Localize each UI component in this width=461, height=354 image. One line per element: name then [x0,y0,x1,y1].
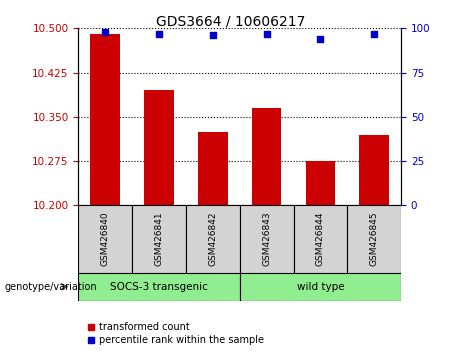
Text: GSM426841: GSM426841 [154,212,164,266]
Text: GSM426845: GSM426845 [370,212,378,266]
Legend: transformed count, percentile rank within the sample: transformed count, percentile rank withi… [83,319,268,349]
Text: GSM426840: GSM426840 [101,212,110,266]
Point [317,36,324,42]
Point [371,31,378,36]
Point [209,33,217,38]
Text: wild type: wild type [296,282,344,292]
Bar [360,135,389,205]
Text: GDS3664 / 10606217: GDS3664 / 10606217 [156,14,305,28]
Bar [78,205,132,273]
Bar [240,205,294,273]
Point [101,29,109,35]
Point [155,31,163,36]
Text: genotype/variation: genotype/variation [5,282,97,292]
Bar [306,161,335,205]
Bar [144,90,174,205]
Bar [90,34,120,205]
Bar [252,108,281,205]
Text: GSM426844: GSM426844 [316,212,325,266]
Bar [240,273,401,301]
Text: GSM426843: GSM426843 [262,212,271,266]
Bar [132,205,186,273]
Bar [186,205,240,273]
Point [263,31,270,36]
Bar [78,273,240,301]
Bar [198,132,228,205]
Bar [294,205,347,273]
Text: SOCS-3 transgenic: SOCS-3 transgenic [110,282,208,292]
Text: GSM426842: GSM426842 [208,212,217,266]
Bar [347,205,401,273]
